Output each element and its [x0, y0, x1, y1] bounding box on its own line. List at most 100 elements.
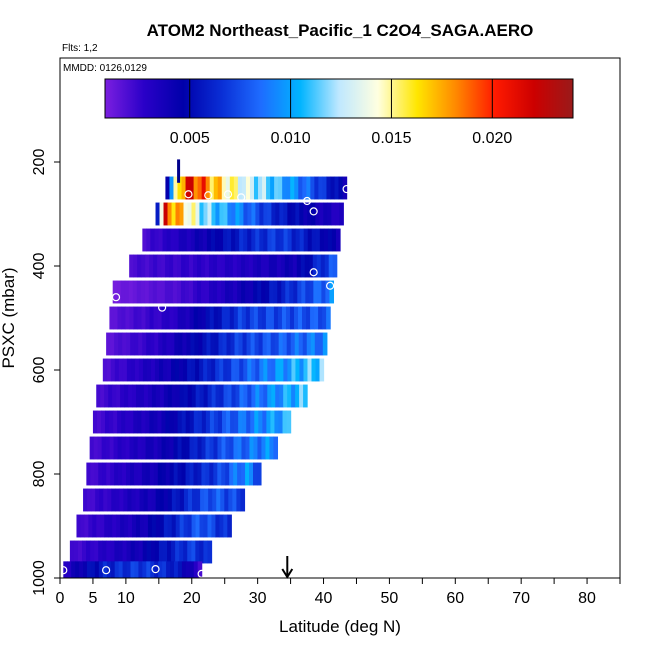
band-cell	[323, 202, 328, 226]
band-cell	[299, 228, 305, 252]
band-cell	[129, 254, 134, 278]
band-cell	[119, 488, 125, 512]
band-cell	[318, 306, 323, 330]
band-cell	[229, 462, 234, 486]
band-cell	[156, 280, 162, 304]
band-cell	[240, 254, 246, 278]
band-cell	[137, 254, 142, 278]
band-cell	[221, 306, 227, 330]
band-cell	[240, 488, 246, 512]
band-cell	[137, 436, 143, 460]
band-cell	[222, 410, 227, 434]
band-cell	[194, 228, 200, 252]
band-cell	[317, 280, 322, 304]
band-cell	[235, 228, 240, 252]
band-cell	[215, 358, 220, 382]
band-cell	[171, 384, 177, 408]
band-cell	[283, 358, 289, 382]
band-cell	[117, 436, 123, 460]
band-cell	[193, 410, 199, 434]
band-cell	[271, 228, 277, 252]
band-cell	[205, 436, 211, 460]
band-cell	[329, 280, 335, 304]
band-cell	[204, 488, 209, 512]
band-cell	[159, 488, 165, 512]
band-cell	[197, 306, 203, 330]
band-cell	[171, 488, 177, 512]
band-cell	[126, 540, 132, 564]
band-cell	[80, 514, 86, 538]
band-cell	[245, 462, 250, 486]
chart-title: ATOM2 Northeast_Pacific_1 C2O4_SAGA.AERO	[147, 21, 534, 40]
band-cell	[106, 358, 112, 382]
band-cell	[223, 202, 229, 226]
band-cell	[251, 384, 256, 408]
band-cell	[157, 462, 163, 486]
band-cell	[193, 176, 199, 200]
band-cell	[268, 254, 274, 278]
band-cell	[304, 254, 310, 278]
band-cell	[139, 488, 145, 512]
band-cell	[259, 384, 264, 408]
band-cell	[315, 358, 321, 382]
pressure-band	[129, 254, 338, 278]
band-cell	[193, 561, 199, 578]
band-cell	[229, 306, 235, 330]
x-tick-label: 0	[56, 590, 65, 607]
band-cell	[212, 254, 218, 278]
x-tick-label: 5	[88, 590, 97, 607]
band-cell	[283, 384, 288, 408]
band-cell	[291, 358, 297, 382]
band-cell	[116, 280, 122, 304]
band-cell	[154, 540, 160, 564]
band-cell	[102, 561, 108, 578]
band-cell	[108, 514, 113, 538]
band-cell	[105, 436, 111, 460]
band-cell	[177, 561, 183, 578]
band-cell	[199, 358, 204, 382]
band-cell	[154, 561, 159, 578]
band-cell	[130, 540, 136, 564]
band-cell	[221, 280, 226, 304]
band-cell	[249, 280, 254, 304]
band-cell	[253, 280, 258, 304]
sample-circle	[309, 207, 318, 216]
band-cell	[158, 561, 163, 578]
band-cell	[314, 332, 320, 356]
y-tick-label: 1000	[31, 560, 48, 596]
band-cell	[144, 280, 150, 304]
band-cell	[185, 436, 191, 460]
band-cell	[157, 410, 163, 434]
band-cell	[302, 306, 307, 330]
band-cell	[177, 436, 183, 460]
band-cell	[163, 514, 169, 538]
band-cell	[141, 410, 146, 434]
sample-circle	[184, 190, 193, 199]
band-cell	[192, 280, 198, 304]
band-cell	[94, 540, 99, 564]
band-cell	[279, 202, 284, 226]
band-cell	[201, 254, 206, 278]
y-axis: 200 400 600 800 1000	[31, 149, 60, 596]
band-cell	[243, 228, 248, 252]
band-cell	[193, 254, 198, 278]
band-cell	[197, 561, 203, 578]
band-cell	[298, 306, 303, 330]
band-cell	[199, 540, 205, 564]
band-cell	[308, 254, 314, 278]
band-cell	[87, 561, 92, 578]
band-cell	[211, 514, 217, 538]
pressure-band	[142, 228, 341, 252]
y-axis-label: PSXC (mbar)	[0, 267, 18, 368]
band-cell	[241, 176, 247, 200]
band-cell	[96, 410, 102, 434]
band-cell	[110, 462, 115, 486]
band-cell	[299, 202, 304, 226]
band-cell	[110, 540, 115, 564]
band-cell	[87, 488, 92, 512]
sample-circle	[111, 293, 121, 302]
band-cell	[245, 436, 251, 460]
band-cell	[113, 306, 119, 330]
band-cell	[248, 254, 254, 278]
band-cell	[145, 436, 151, 460]
